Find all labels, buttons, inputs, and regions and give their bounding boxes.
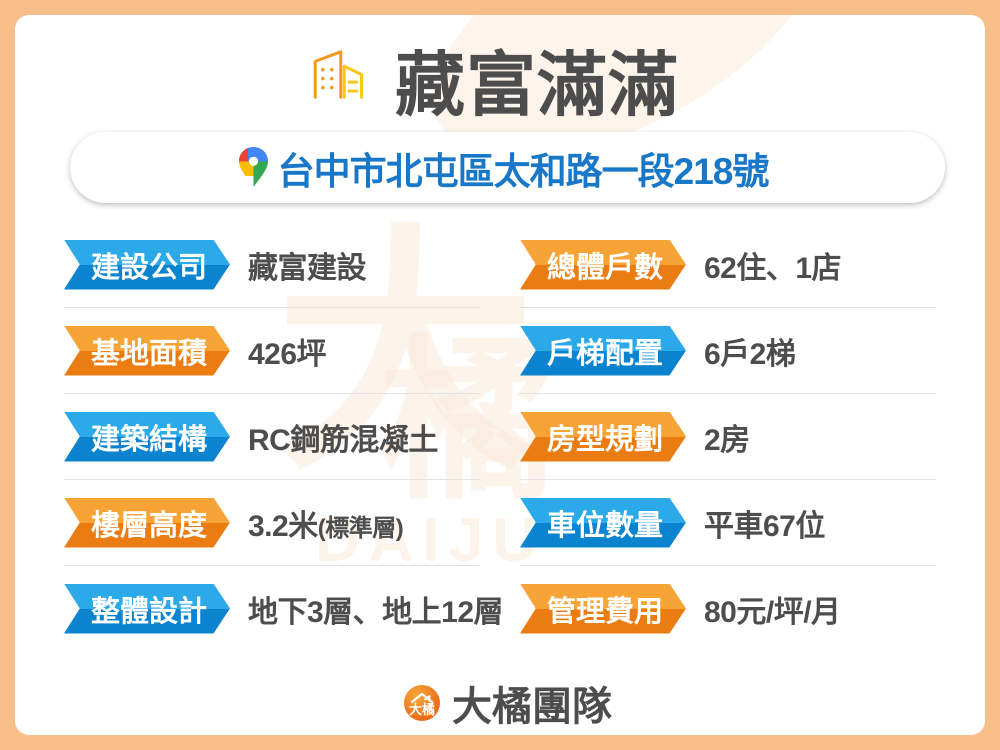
svg-text:大橘: 大橘	[409, 702, 435, 717]
